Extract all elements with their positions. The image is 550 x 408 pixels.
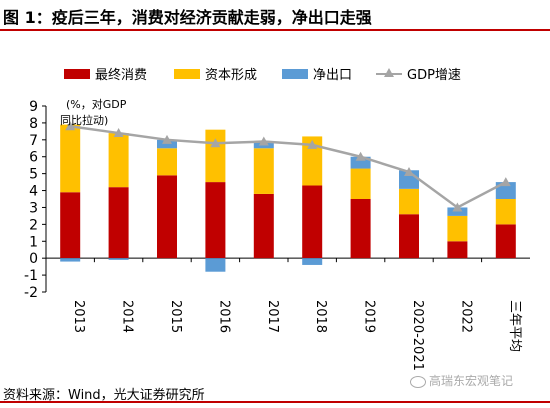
legend-swatch-netexport — [282, 68, 308, 79]
bar-capital — [399, 188, 419, 215]
x-tick-label: 2015 — [168, 300, 183, 333]
gdp-point — [162, 134, 172, 144]
gdp-point — [113, 128, 124, 138]
gdp-point — [210, 138, 221, 148]
y-tick-label: 4 — [29, 184, 38, 200]
bar-consumption — [253, 193, 274, 259]
bar-capital — [495, 199, 516, 225]
x-tick-label: 2017 — [265, 300, 280, 333]
bar-capital — [253, 148, 274, 194]
bar-capital — [157, 148, 177, 176]
y-tick-label: 3 — [29, 200, 38, 216]
y-tick-label: 9 — [29, 99, 38, 115]
bar-consumption — [447, 241, 468, 259]
bar-consumption — [350, 199, 371, 259]
gdp-point — [258, 136, 269, 146]
bar-netexport — [108, 258, 129, 260]
x-tick-label: 2016 — [216, 300, 231, 333]
bar-capital — [350, 168, 371, 199]
legend-label-netexport: 净出口 — [313, 68, 353, 83]
bar-capital — [108, 133, 129, 188]
gdp-point — [452, 202, 463, 212]
bar-netexport — [495, 182, 516, 199]
bar-consumption — [399, 214, 419, 259]
bar-netexport — [205, 258, 226, 272]
legend-swatch-consumption — [64, 68, 90, 79]
bar-netexport — [350, 156, 371, 169]
gdp-point — [404, 166, 414, 176]
bar-consumption — [157, 175, 177, 259]
legend-label-capital: 资本形成 — [205, 68, 258, 83]
bottom-divider — [0, 401, 550, 403]
x-tick-label: 2020-2021 — [410, 300, 425, 371]
legend-label-consumption: 最终消费 — [95, 68, 148, 83]
bar-netexport — [60, 258, 81, 262]
source-note: 资料来源：Wind，光大证券研究所 — [3, 388, 205, 403]
y-tick-label: -2 — [24, 285, 38, 301]
watermark: 高瑞东宏观笔记 — [410, 372, 513, 389]
y-tick-label: -1 — [24, 268, 38, 284]
gdp-point — [355, 151, 366, 161]
bar-netexport — [302, 258, 323, 265]
wechat-icon — [410, 375, 426, 388]
x-tick-label: 2014 — [120, 300, 135, 333]
watermark-text: 高瑞东宏观笔记 — [429, 374, 514, 388]
bar-capital — [447, 215, 468, 242]
legend-swatch-capital — [174, 68, 200, 79]
bar-consumption — [108, 187, 129, 259]
x-tick-label: 2013 — [71, 300, 86, 333]
x-tick-label: 2022 — [458, 300, 473, 333]
y-tick-label: 0 — [29, 251, 38, 267]
bar-capital — [302, 136, 323, 186]
y-tick-label: 5 — [29, 167, 38, 183]
chart-title: 图 1：疫后三年，消费对经济贡献走弱，净出口走强 — [3, 8, 372, 27]
y-tick-label: 2 — [29, 217, 38, 233]
legend-marker-gdp — [376, 67, 402, 79]
bar-netexport — [447, 207, 468, 216]
gdp-point — [500, 177, 511, 187]
legend-item-capital: 资本形成 — [174, 64, 257, 83]
bar-consumption — [60, 192, 81, 259]
bar-consumption — [302, 185, 323, 259]
gdp-point — [65, 121, 76, 131]
bar-consumption — [205, 182, 226, 259]
bar-consumption — [495, 224, 516, 259]
x-tick-label: 三年平均 — [507, 300, 522, 352]
y-tick-label: 6 — [29, 150, 38, 166]
gdp-point — [307, 139, 318, 149]
x-tick-label: 2019 — [362, 300, 377, 333]
y-tick-label: 1 — [29, 234, 38, 250]
y-tick-label: 7 — [29, 133, 38, 149]
gdp-line — [70, 125, 507, 209]
bar-netexport — [157, 139, 177, 149]
legend-item-consumption: 最终消费 — [64, 64, 147, 83]
legend-label-gdp: GDP增速 — [407, 68, 461, 83]
y-tick-label: 8 — [29, 116, 38, 132]
bar-capital — [205, 129, 226, 183]
x-tick-label: 2018 — [313, 300, 328, 333]
title-divider — [0, 29, 550, 31]
chart-legend: 最终消费 资本形成 净出口 GDP增速 — [64, 64, 534, 83]
legend-item-gdp: GDP增速 — [376, 64, 461, 83]
legend-item-netexport: 净出口 — [282, 64, 352, 83]
bar-capital — [60, 124, 81, 193]
unit-annotation: (%，对GDP 同比拉动) — [60, 97, 127, 127]
